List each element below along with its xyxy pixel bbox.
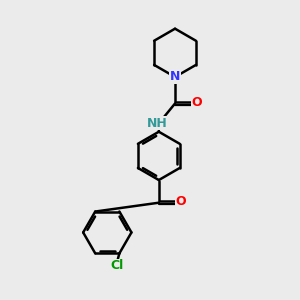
Text: O: O [176,195,186,208]
Text: NH: NH [146,117,167,130]
Text: O: O [192,95,203,109]
Text: Cl: Cl [110,259,124,272]
Text: N: N [170,70,180,83]
